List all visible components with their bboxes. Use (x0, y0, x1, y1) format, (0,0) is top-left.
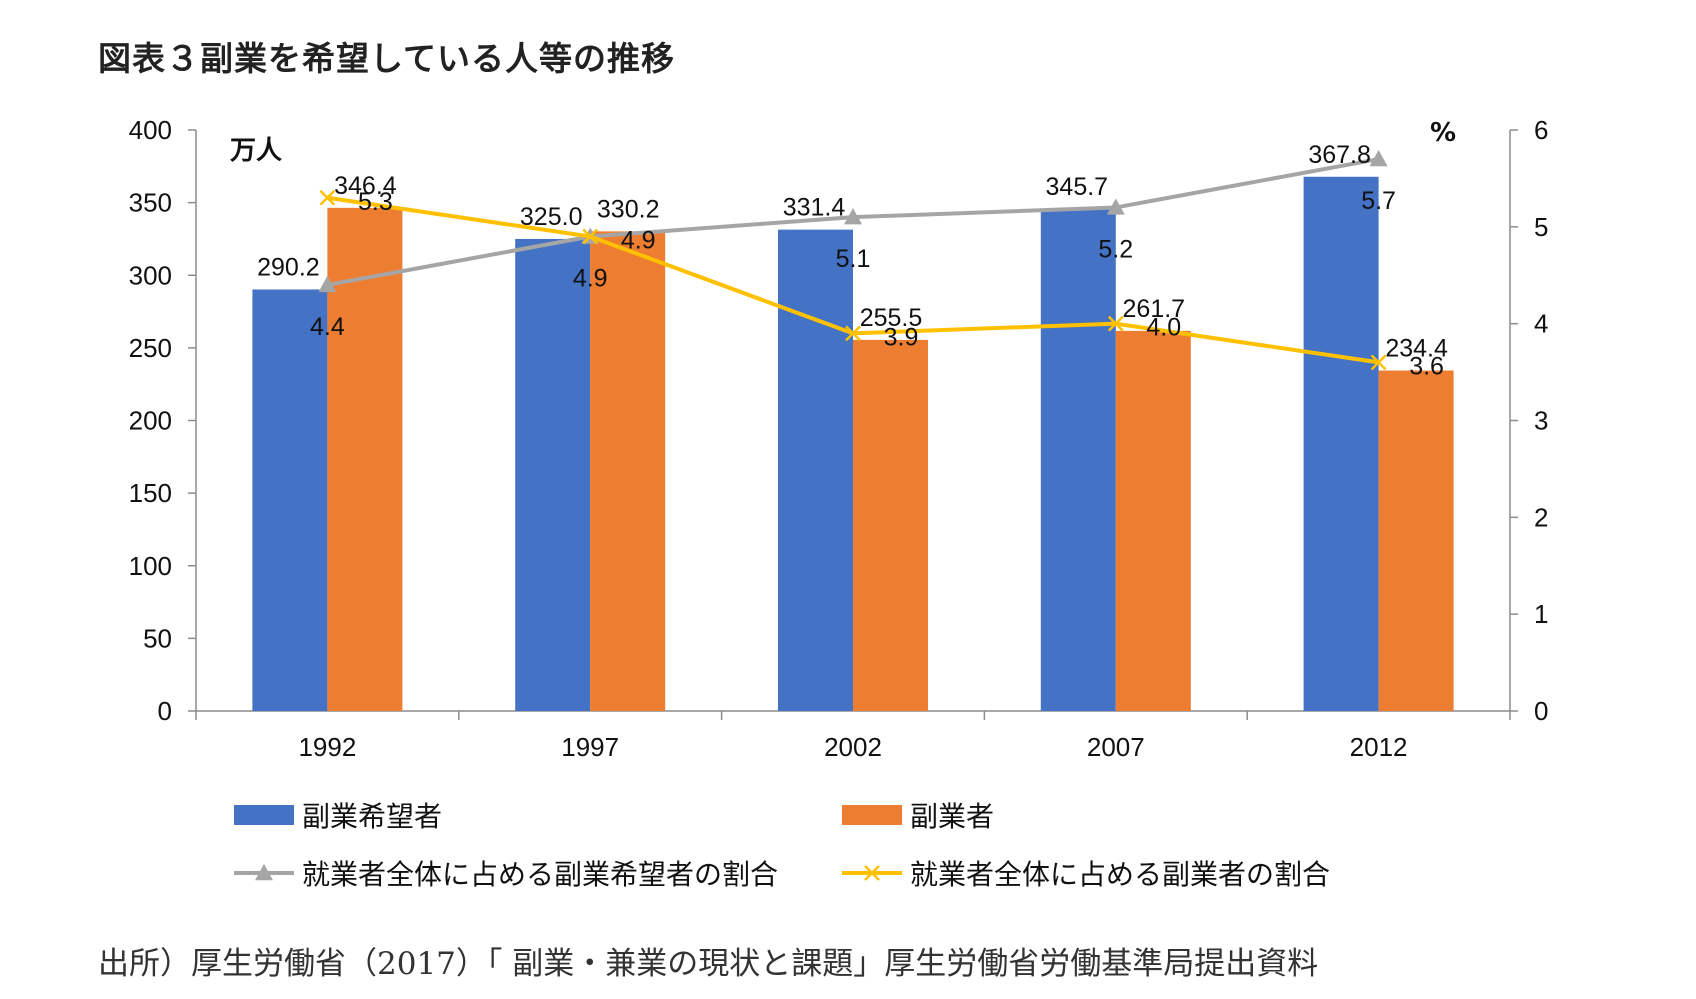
bar-side-job-seekers (252, 289, 328, 711)
data-label-bar: 330.2 (597, 195, 660, 223)
x-axis-tick-label: 2007 (1087, 732, 1145, 762)
left-axis-tick-label: 350 (129, 188, 172, 218)
marker-triangle (844, 208, 862, 225)
data-label-holder-ratio: 4.0 (1146, 314, 1181, 342)
data-label-bar: 255.5 (860, 304, 923, 332)
x-axis-tick-label: 1992 (298, 732, 356, 762)
data-label-bar: 367.8 (1308, 141, 1371, 169)
marker-triangle (1106, 198, 1125, 215)
bar-side-job-holders (853, 339, 928, 711)
right-axis-tick-label: 6 (1534, 115, 1548, 145)
right-axis-tick-label: 2 (1534, 502, 1548, 532)
left-axis-unit: 万人 (230, 136, 282, 166)
bar-side-job-seekers (515, 238, 591, 711)
data-label-holder-ratio: 3.9 (884, 323, 919, 351)
line-series-group (318, 150, 1388, 371)
data-label-bar: 346.4 (334, 172, 397, 200)
data-label-bar: 234.4 (1385, 335, 1448, 363)
left-axis-tick-label: 200 (129, 406, 172, 436)
data-label-seeker-ratio: 5.2 (1098, 235, 1133, 263)
bar-side-job-seekers (778, 229, 853, 712)
bar-side-job-holders (590, 231, 666, 711)
left-axis-tick-label: 100 (129, 551, 172, 581)
legend-marker-triangle (255, 864, 273, 881)
x-axis-tick-label: 2002 (824, 732, 882, 762)
marker-x (319, 189, 336, 206)
data-label-holder-ratio: 3.6 (1409, 352, 1444, 380)
chart-title: 図表３副業を希望している人等の推移 (98, 39, 676, 78)
data-label-bar: 261.7 (1123, 295, 1186, 323)
left-axis-tick-label: 400 (129, 115, 172, 145)
data-label-seeker-ratio: 4.9 (573, 265, 608, 293)
data-label-bar: 325.0 (520, 203, 583, 231)
legend-label: 就業者全体に占める副業希望者の割合 (302, 858, 778, 891)
right-axis-tick-label: 5 (1534, 212, 1548, 242)
bar-side-job-holders (327, 207, 403, 711)
marker-x (1370, 354, 1387, 371)
x-axis-tick-label: 1997 (561, 732, 619, 762)
right-axis-tick-label: 3 (1534, 406, 1548, 436)
legend-label: 副業者 (910, 800, 994, 833)
chart-axes: 0 50 100 150 200 250 300 350 400 0 1 2 3 4 5 6 1992 1997 2… (129, 115, 1549, 762)
bar-side-job-holders (1378, 370, 1454, 711)
marker-x (845, 325, 861, 342)
right-axis-unit: % (1430, 118, 1456, 148)
source-note: 出所）厚生労働省（2017）「 副業・兼業の現状と課題」厚生労働省労働基準局提出… (98, 946, 1319, 982)
right-axis-tick-label: 0 (1534, 696, 1548, 726)
marker-x (582, 228, 599, 245)
data-label-holder-ratio: 5.3 (358, 188, 393, 216)
bar-side-job-seekers (1040, 208, 1116, 712)
legend-swatch-bar (842, 805, 902, 825)
bar-series-group (252, 176, 1454, 712)
data-labels-group: 290.2 325.0 331.4 345.7 367.8 346.4 330.2 255.5… (257, 141, 1448, 381)
data-label-seeker-ratio: 5.7 (1361, 187, 1396, 215)
left-axis-tick-label: 300 (129, 260, 172, 290)
right-axis-tick-label: 4 (1534, 309, 1548, 339)
left-axis-tick-label: 0 (158, 696, 172, 726)
data-label-bar: 290.2 (257, 253, 320, 281)
left-axis-tick-label: 50 (143, 623, 172, 653)
left-axis-tick-label: 250 (129, 333, 172, 363)
x-axis-tick-label: 2012 (1350, 732, 1408, 762)
legend-marker-x (864, 865, 880, 881)
right-axis-tick-label: 1 (1534, 599, 1548, 629)
bar-side-job-seekers (1303, 176, 1379, 711)
data-label-seeker-ratio: 5.1 (836, 245, 871, 273)
marker-triangle (318, 275, 337, 293)
legend-label: 副業希望者 (302, 800, 442, 833)
bar-side-job-holders (1115, 330, 1191, 711)
combo-chart: 0 50 100 150 200 250 300 350 400 0 1 2 3 4 5 6 1992 1997 2… (129, 115, 1549, 891)
left-axis-tick-label: 150 (129, 478, 172, 508)
legend-swatch-bar (234, 805, 294, 825)
marker-x (1107, 315, 1124, 332)
data-label-bar: 345.7 (1046, 173, 1109, 201)
data-label-holder-ratio: 4.9 (621, 227, 656, 255)
marker-triangle (1369, 150, 1388, 167)
legend-label: 就業者全体に占める副業者の割合 (910, 858, 1330, 891)
data-label-bar: 331.4 (783, 194, 846, 222)
data-label-seeker-ratio: 4.4 (310, 313, 345, 341)
